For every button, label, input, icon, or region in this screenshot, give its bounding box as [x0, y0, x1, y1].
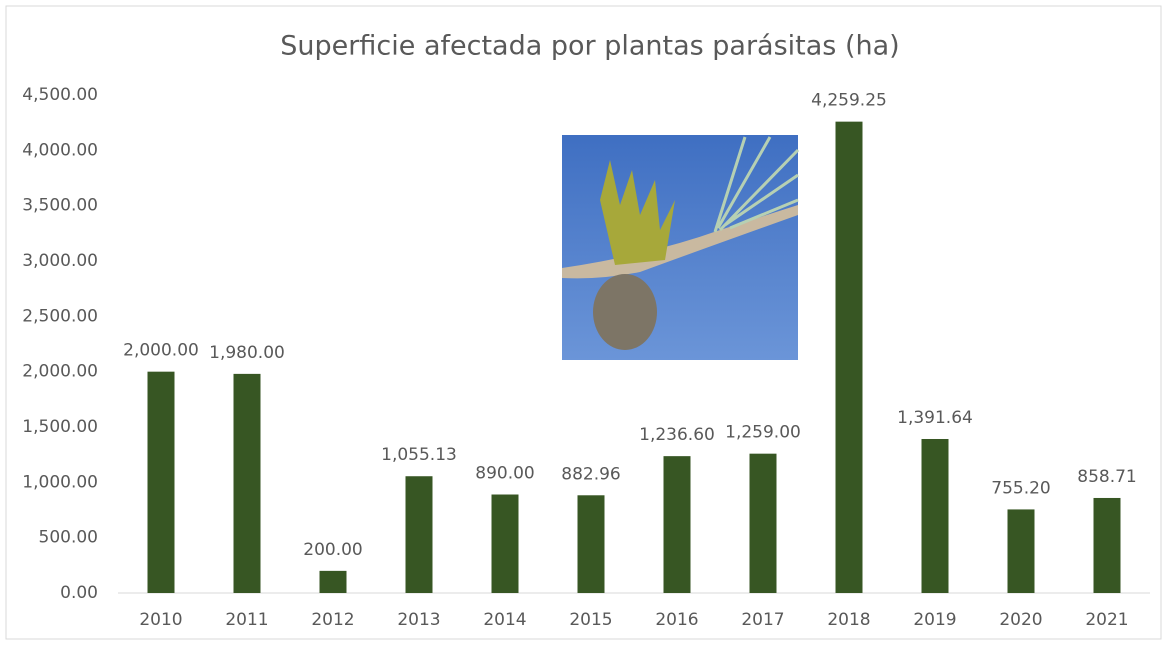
y-tick-label: 3,000.00	[22, 251, 98, 271]
y-tick-label: 1,500.00	[22, 417, 98, 437]
x-tick-label: 2019	[913, 610, 956, 630]
y-tick-label: 1,000.00	[22, 472, 98, 492]
bar	[664, 456, 691, 593]
bar	[750, 454, 777, 593]
x-tick-label: 2020	[999, 610, 1042, 630]
y-tick-label: 2,500.00	[22, 306, 98, 326]
chart-title: Superficie afectada por plantas parásita…	[280, 31, 899, 62]
x-tick-label: 2012	[311, 610, 354, 630]
y-tick-label: 500.00	[39, 528, 98, 548]
data-label: 1,236.60	[639, 425, 715, 445]
bar	[1008, 509, 1035, 593]
x-tick-label: 2015	[569, 610, 612, 630]
x-tick-label: 2018	[827, 610, 870, 630]
chart: Superficie afectada por plantas parásita…	[0, 0, 1167, 645]
data-label: 1,055.13	[381, 445, 457, 465]
data-label: 2,000.00	[123, 341, 199, 361]
x-tick-label: 2014	[483, 610, 526, 630]
y-tick-label: 0.00	[60, 583, 98, 603]
data-label: 1,980.00	[209, 343, 285, 363]
bar	[836, 122, 863, 593]
y-tick-label: 3,500.00	[22, 196, 98, 216]
bar	[492, 495, 519, 593]
bar	[1094, 498, 1121, 593]
data-label: 858.71	[1077, 467, 1136, 487]
data-label: 890.00	[475, 464, 534, 484]
photo	[562, 135, 798, 360]
bar	[320, 571, 347, 593]
x-tick-label: 2016	[655, 610, 698, 630]
bar	[922, 439, 949, 593]
x-tick-label: 2013	[397, 610, 440, 630]
x-tick-label: 2011	[225, 610, 268, 630]
bar	[578, 495, 605, 593]
x-tick-label: 2010	[139, 610, 182, 630]
x-tick-label: 2021	[1085, 610, 1128, 630]
bar	[234, 374, 261, 593]
data-label: 4,259.25	[811, 91, 887, 111]
y-tick-label: 4,500.00	[22, 85, 98, 105]
data-label: 200.00	[303, 540, 362, 560]
data-label: 1,259.00	[725, 423, 801, 443]
data-label: 882.96	[561, 464, 620, 484]
y-tick-label: 4,000.00	[22, 140, 98, 160]
y-tick-label: 2,000.00	[22, 362, 98, 382]
bar	[148, 372, 175, 593]
bar	[406, 476, 433, 593]
data-label: 755.20	[991, 478, 1050, 498]
x-tick-label: 2017	[741, 610, 784, 630]
data-label: 1,391.64	[897, 408, 973, 428]
